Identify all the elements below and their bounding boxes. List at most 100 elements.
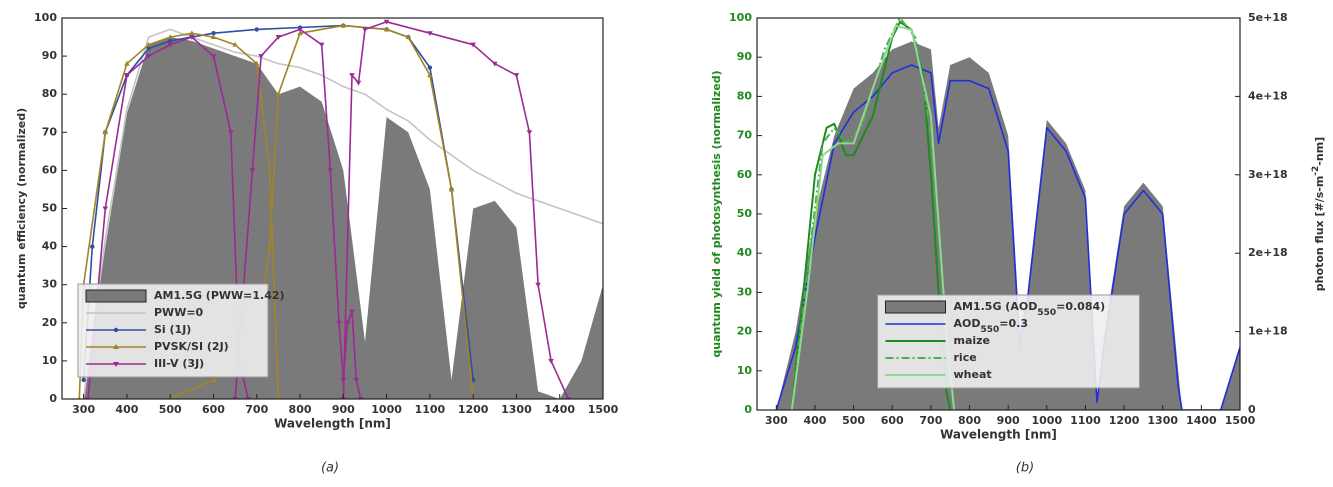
- legend-label: PWW=0: [154, 306, 204, 319]
- marker: [254, 27, 259, 32]
- y-tick-label: 60: [737, 168, 753, 181]
- marker: [253, 60, 260, 66]
- x-tick-label: 1500: [588, 403, 619, 416]
- marker: [266, 243, 273, 249]
- legend-label: AM1.5G (PWW=1.42): [154, 289, 285, 302]
- marker: [168, 38, 173, 44]
- y-axis-label: quantum yield of photosynthesis (normali…: [710, 70, 723, 357]
- legend-marker: [113, 344, 119, 349]
- legend-label: wheat: [954, 368, 992, 381]
- marker: [167, 34, 173, 40]
- y-tick-label: 10: [737, 364, 753, 377]
- marker: [146, 46, 151, 51]
- marker: [81, 377, 86, 383]
- y2-tick-label: 3e+18: [1248, 168, 1288, 181]
- x-tick-label: 600: [202, 403, 225, 416]
- x-tick-label: 1400: [544, 403, 575, 416]
- marker: [210, 377, 217, 382]
- marker: [349, 309, 355, 315]
- marker: [276, 396, 281, 399]
- marker: [344, 320, 351, 326]
- marker: [318, 42, 325, 48]
- marker: [526, 130, 533, 136]
- x-tick-label: 400: [803, 414, 826, 427]
- x-tick-label: 1300: [1147, 414, 1178, 427]
- y-tick-label: 90: [42, 49, 58, 62]
- marker: [189, 35, 195, 40]
- marker: [427, 65, 433, 70]
- legend-label: III-V (3J): [154, 357, 204, 370]
- x-tick-label: 700: [245, 403, 268, 416]
- x-tick-label: 500: [842, 414, 865, 427]
- x-tick-label: 1000: [1031, 414, 1062, 427]
- legend-label: AM1.5G (AOD550=0.084): [954, 300, 1106, 318]
- marker: [124, 60, 130, 66]
- series-line: [790, 24, 956, 410]
- y2-tick-label: 2e+18: [1248, 246, 1288, 259]
- y2-axis-label-part: -nm]: [1313, 137, 1326, 166]
- x-tick-label: 500: [159, 403, 182, 416]
- marker: [266, 167, 273, 173]
- x-axis-label: Wavelength [nm]: [940, 428, 1057, 442]
- y-tick-label: 70: [737, 129, 753, 142]
- legend-swatch: [885, 300, 946, 314]
- legend-label-part: AM1.5G (AOD: [954, 300, 1038, 313]
- x-tick-label: 1500: [1225, 414, 1256, 427]
- legend-label-part: 550: [1037, 308, 1056, 318]
- marker: [297, 27, 303, 33]
- marker: [145, 54, 152, 59]
- legend-label-part: 550: [981, 325, 1000, 335]
- y2-tick-label: 1e+18: [1248, 325, 1288, 338]
- x-tick-label: 300: [72, 403, 95, 416]
- y-tick-label: 20: [737, 325, 753, 338]
- x-tick-label: 800: [289, 403, 312, 416]
- marker: [448, 186, 455, 192]
- marker: [210, 34, 217, 40]
- y2-tick-label: 4e+18: [1248, 89, 1288, 102]
- y-tick-label: 50: [737, 207, 753, 220]
- marker: [383, 19, 390, 25]
- marker: [232, 41, 238, 47]
- y2-tick-label: 5e+18: [1248, 11, 1288, 24]
- marker: [383, 26, 390, 32]
- marker: [349, 73, 355, 78]
- y-tick-label: 30: [737, 285, 753, 298]
- marker: [327, 168, 334, 174]
- y-tick-label: 100: [34, 11, 57, 24]
- y-tick-label: 30: [42, 278, 58, 291]
- marker: [124, 73, 130, 78]
- y-tick-label: 80: [737, 89, 753, 102]
- x-tick-label: 1100: [415, 403, 446, 416]
- y2-axis-label-part: -2: [1311, 166, 1321, 176]
- y-tick-label: 90: [737, 50, 753, 63]
- y-tick-label: 10: [42, 354, 58, 367]
- x-tick-label: 1200: [1109, 414, 1140, 427]
- x-tick-label: 800: [958, 414, 981, 427]
- x-axis-label: Wavelength [nm]: [274, 417, 391, 431]
- marker: [249, 168, 256, 174]
- y-tick-label: 50: [42, 202, 58, 215]
- marker: [211, 31, 216, 36]
- marker: [145, 41, 152, 47]
- x-tick-label: 600: [881, 414, 904, 427]
- marker: [90, 244, 95, 249]
- legend-label: rice: [954, 351, 977, 364]
- y-axis-label: quantum efficiency (normalized): [15, 108, 28, 309]
- marker: [102, 206, 109, 212]
- legend-label-part: =0.3: [999, 317, 1028, 330]
- y-tick-label: 0: [49, 392, 57, 405]
- marker: [548, 358, 554, 364]
- marker: [362, 27, 368, 33]
- y2-tick-label: 0: [1248, 403, 1256, 416]
- legend-label-part: =0.084): [1056, 300, 1105, 313]
- marker: [167, 42, 173, 48]
- x-tick-label: 1000: [371, 403, 402, 416]
- marker: [258, 54, 264, 59]
- caption: (a): [321, 461, 339, 476]
- marker: [513, 73, 520, 78]
- marker: [189, 30, 195, 36]
- legend-marker: [113, 327, 119, 333]
- series-line: [82, 28, 603, 399]
- x-tick-label: 900: [332, 403, 355, 416]
- y-tick-label: 100: [729, 11, 752, 24]
